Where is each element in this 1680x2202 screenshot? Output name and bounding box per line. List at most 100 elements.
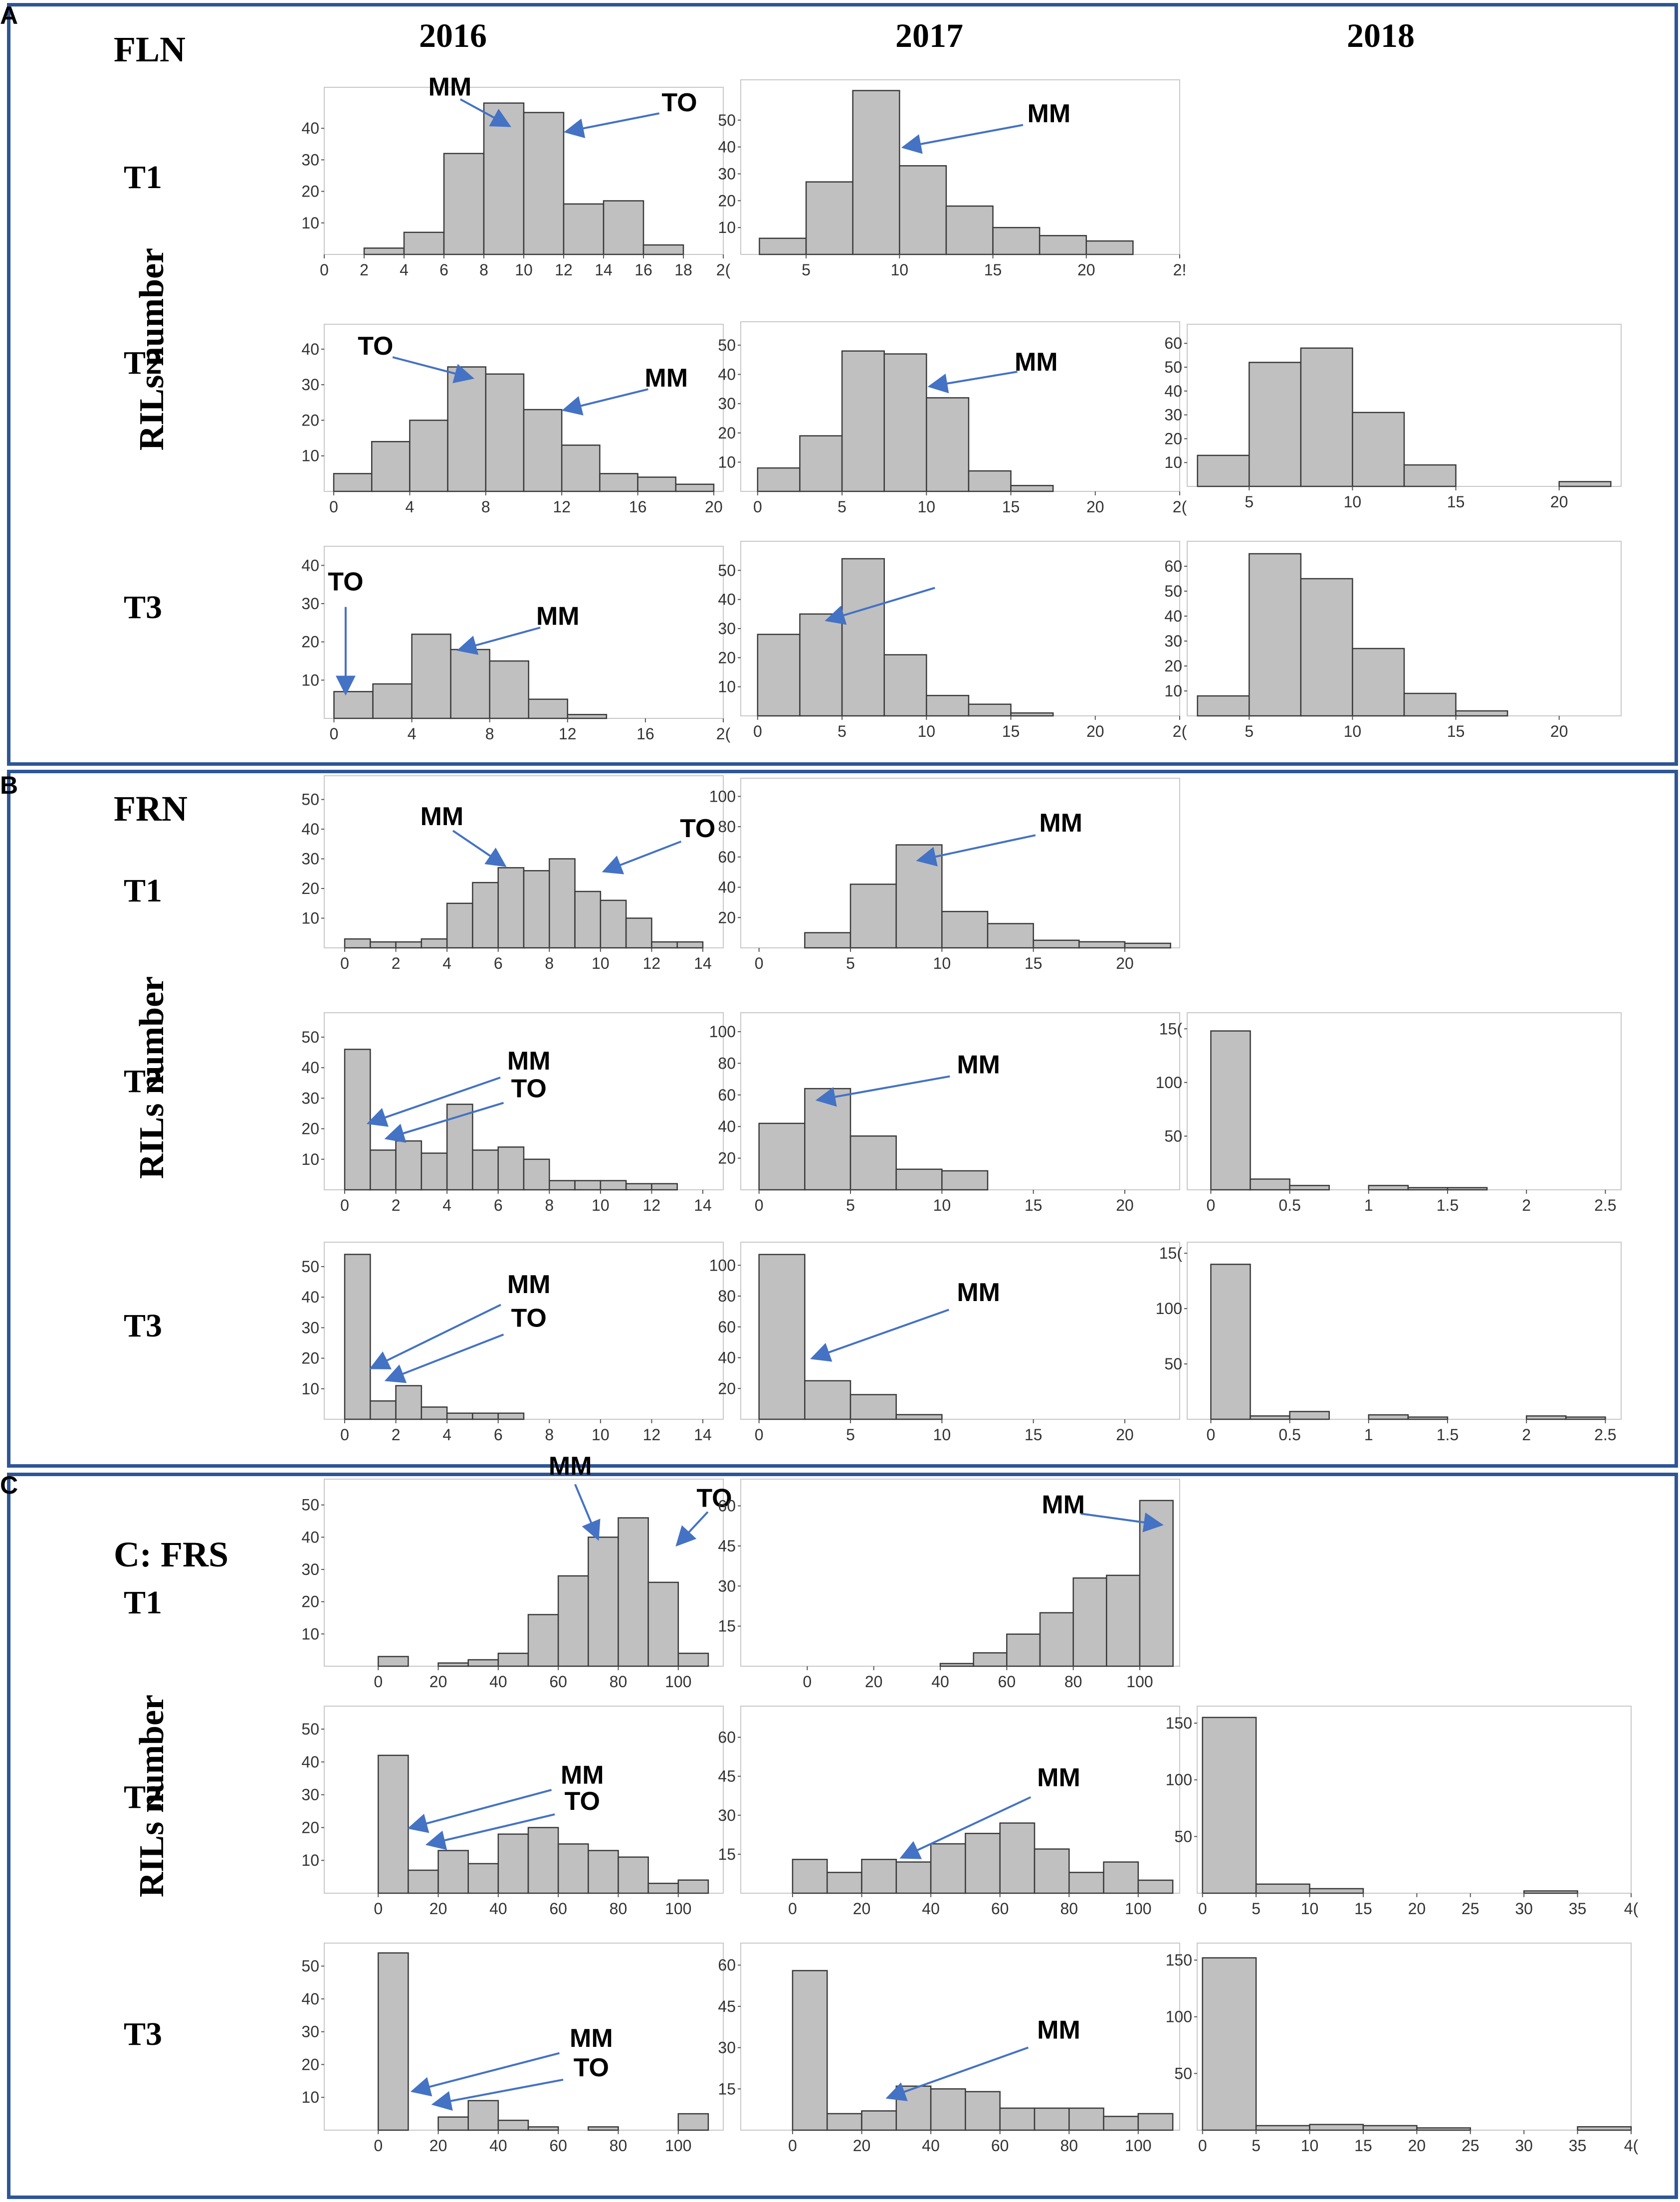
annotation-arrow (927, 371, 1018, 394)
histogram-bar (527, 1827, 559, 1894)
histogram-bar (403, 231, 445, 255)
histogram-bar (588, 1850, 619, 1894)
histogram-a-t3-2017: 10 20 30 40 50 0 5 10 15 20 2( (718, 541, 1187, 740)
histogram-bar (450, 649, 490, 719)
x-tick-label: 2 (392, 954, 401, 972)
x-tick-label: 8 (479, 261, 488, 279)
x-tick-label: 80 (610, 1900, 628, 1918)
histogram-bar (895, 1168, 943, 1191)
histogram-bar (603, 200, 644, 255)
histogram-bar (1407, 1187, 1449, 1191)
x-tick-label: 0 (753, 498, 762, 516)
histogram-bar (1197, 695, 1250, 717)
y-tick-label: 20 (301, 411, 319, 429)
x-tick-label: 16 (634, 261, 652, 279)
x-tick-label: 12 (643, 1196, 661, 1214)
histogram-bar (599, 473, 638, 492)
histogram-bar (651, 941, 678, 949)
x-tick-label: 10 (891, 261, 909, 279)
annotation-arrow (885, 2046, 1029, 2101)
y-tick-label: 10 (1164, 453, 1182, 471)
histogram-bar (467, 1659, 499, 1667)
y-tick-label: 20 (718, 908, 736, 926)
y-tick-label: 50 (1164, 358, 1182, 376)
y-tick-label: 10 (301, 1150, 319, 1168)
y-tick-label: 20 (1164, 430, 1182, 447)
y-tick-label: 40 (301, 1753, 319, 1771)
y-tick-label: 45 (718, 1767, 736, 1785)
x-tick-label: 80 (610, 1673, 628, 1691)
x-tick-label: 80 (1060, 2137, 1078, 2155)
panel-b-label: B (0, 771, 18, 799)
annotation-arrow (431, 2078, 564, 2111)
histogram-bar (757, 634, 801, 717)
y-tick-label: 50 (718, 561, 736, 579)
histogram-bar (333, 691, 374, 719)
x-tick-label: 2 (1522, 1426, 1531, 1444)
histogram-bar (677, 2113, 709, 2131)
annotation-label: TO (511, 1074, 547, 1103)
x-tick-label: 30 (1515, 1900, 1533, 1918)
histogram-bar (625, 1183, 652, 1191)
histogram-bar (1103, 2116, 1139, 2131)
y-tick-label: 150 (1166, 1714, 1192, 1732)
histogram-bar (557, 1575, 589, 1667)
histogram-bar (1300, 578, 1353, 717)
y-axis-label-a: RILs number (133, 247, 171, 451)
x-tick-label: 8 (545, 1196, 554, 1214)
annotation-arrow (369, 1304, 501, 1369)
annotation-arrow (366, 1077, 501, 1127)
y-axis-label-b: RILs number (133, 976, 171, 1179)
x-tick-label: 35 (1569, 1900, 1587, 1918)
histogram-bar (647, 1581, 679, 1667)
histogram-bar (467, 2100, 499, 2131)
histogram-bar (965, 1832, 1001, 1894)
annotation-label: MM (1039, 809, 1082, 838)
y-tick-label: 50 (1174, 2064, 1192, 2082)
annotation-arrow (392, 356, 475, 384)
histogram-bar (1039, 235, 1087, 255)
annotation-label: MM (507, 1270, 551, 1299)
x-tick-label: 5 (1245, 493, 1254, 511)
histogram-bar (1137, 1879, 1174, 1894)
histogram-bar (826, 2113, 862, 2131)
treatment-label-a-t1: T1 (124, 159, 163, 196)
y-tick-label: 50 (1164, 1127, 1182, 1145)
y-tick-label: 40 (718, 138, 736, 156)
trait-title-fln: FLN (114, 29, 186, 69)
x-tick-label: 10 (1344, 722, 1362, 740)
histogram-bar (1300, 347, 1353, 487)
y-tick-label: 20 (301, 1818, 319, 1836)
y-tick-label: 10 (301, 909, 319, 927)
histogram-bar (1250, 1415, 1290, 1420)
histogram-a-t2-2018: 10 20 30 40 50 60 5 10 15 20 (1164, 324, 1622, 511)
histogram-b-t2-2017: 20 40 60 80 100 0 5 10 15 20 MM (709, 1012, 1180, 1214)
histogram-bar (1106, 1574, 1141, 1667)
histogram-bar (945, 205, 994, 255)
trait-title-frn: FRN (114, 789, 188, 829)
x-tick-label: 18 (674, 261, 692, 279)
y-tick-label: 50 (718, 111, 736, 129)
x-tick-label: 0 (340, 1426, 349, 1444)
histogram-bar (1006, 1633, 1041, 1667)
y-tick-label: 80 (718, 1287, 736, 1305)
histogram-bar (420, 1152, 448, 1191)
x-tick-label: 0 (340, 954, 349, 972)
y-tick-label: 100 (1166, 1771, 1192, 1789)
x-tick-label: 25 (1462, 2137, 1479, 2155)
y-tick-label: 15 (718, 1617, 736, 1635)
x-tick-label: 10 (1301, 2137, 1319, 2155)
x-tick-label: 10 (1344, 493, 1362, 511)
plot-frame (1187, 1012, 1622, 1190)
y-tick-label: 60 (718, 1086, 736, 1104)
x-tick-label: 20 (429, 1673, 447, 1691)
histogram-bar (758, 1122, 806, 1191)
x-tick-label: 40 (489, 2137, 507, 2155)
x-tick-label: 20 (1408, 2137, 1426, 2155)
x-tick-label: 0 (788, 1900, 797, 1918)
histogram-bar (852, 90, 900, 255)
histogram-bar (930, 1843, 966, 1894)
histogram-bar (926, 397, 970, 492)
x-tick-label: 60 (991, 1900, 1009, 1918)
